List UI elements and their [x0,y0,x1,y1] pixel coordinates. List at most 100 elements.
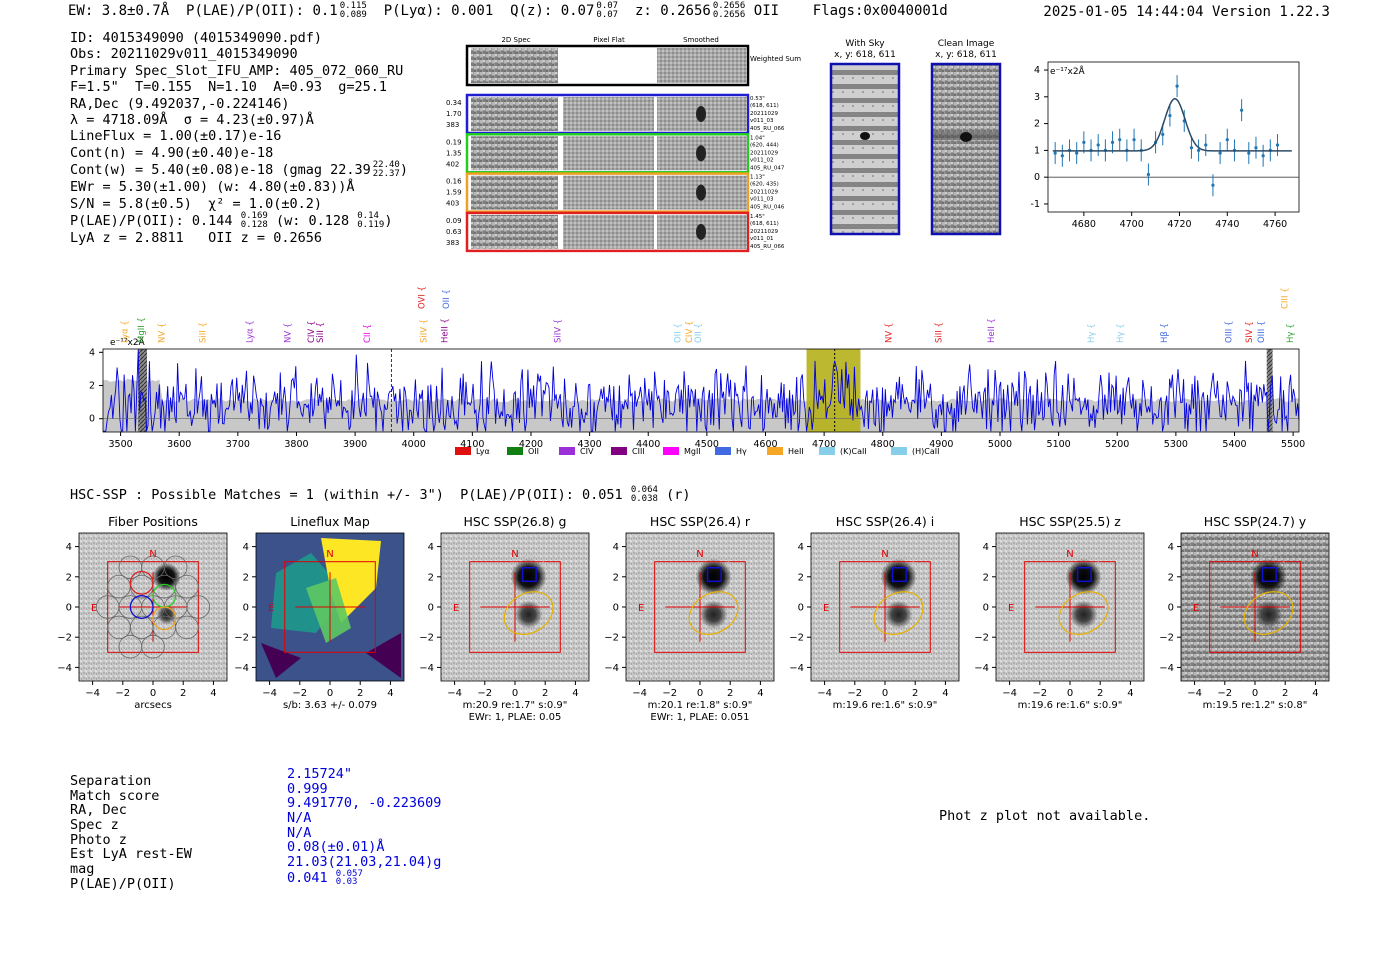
match-ellipse [503,591,554,635]
hsc-panel-title: Fiber Positions [108,514,198,529]
cutout-amp: 405_RU_066 [750,126,785,132]
emission-line-label: SiIV { [553,319,563,343]
zoom-point [1168,113,1172,118]
hsc-filter: (r) [666,487,691,503]
qz-value: Q(z): 0.07 [510,3,595,19]
catalog-box [1261,566,1277,583]
aperture-box [284,561,376,653]
emission-line-label: CIV { [307,321,317,343]
emission-line-label: HeII { [987,318,997,343]
zoom-ytick-label: -1 [1031,199,1040,210]
hsc-caption: m:19.6 re:1.6" s:0.9" [1018,700,1123,711]
cutout-val3: 402 [446,160,459,168]
plae-text: P(LAE)/P(OII): 0.144 [70,213,233,230]
zoom-point [1118,138,1122,142]
emission-line-label: Lyα { [121,320,131,343]
z-line-name: OII [753,3,780,19]
hsc-panel: HSC SSP(26.4) i N E −4 −4 −2 −2 0 0 2 2 4 4 m:19.6 re… [789,514,960,711]
hsc-caption: m:19.5 re:1.2" s:0.8" [1203,700,1308,711]
cutout-sep: 1.04" [750,135,765,141]
hsc-ytick-label: −2 [419,633,434,644]
col-label-2d: 2D Spec [501,36,530,44]
hsc-xtick-label: −4 [817,688,832,699]
version: Version 1.22.3 [1211,4,1330,20]
zoom-xtick-label: 4680 [1072,219,1096,230]
hsc-xtick-label: 2 [912,688,918,699]
plae-upper: 0.115 [339,1,367,11]
hsc-xtick-label: −4 [262,688,277,699]
with-sky-source [860,132,870,140]
hsc-panel-title: HSC SSP(26.4) i [836,514,934,529]
hsc-source-north [510,558,547,595]
zoom-ytick-label: 3 [1034,92,1040,103]
cutout-shot: v011_02 [750,157,774,163]
spectrum-xtick-label: 4700 [812,439,836,450]
east-label: E [1008,603,1014,614]
match-value: N/A [287,824,312,841]
fiber-ring [186,595,211,619]
emission-line-label: CIV { [685,321,695,343]
hsc-xtick-label: 2 [180,688,186,699]
cutout-sep: 1.45" [750,214,765,220]
hsc-cutouts: Fiber Positions N E −4 −4 −2 −2 0 0 2 2 4 4 arcsecs Li… [57,514,1330,723]
hsc-ytick-label: −2 [1159,633,1174,644]
match-ellipse [688,591,739,635]
match-value: 21.03(21.03,21.04)g [287,854,442,871]
hsc-source-south [1069,600,1098,629]
hsc-xtick-label: 4 [210,688,216,699]
cutout-2d-image [471,97,558,131]
north-label: N [881,549,888,560]
hsc-xtick-label: −2 [1032,688,1047,699]
hsc-xtick-label: 4 [387,688,393,699]
hsc-source-south [884,600,913,629]
flags-value: Flags:0x0040001d [812,3,948,19]
match-plae: 0.041 [287,869,328,886]
spectrum-xtick-label: 3900 [343,439,367,450]
hsc-ytick-label: 0 [983,603,989,614]
hsc-caption: m:20.1 re:1.8" s:0.9" [648,700,753,711]
hsc-panel-title: Lineflux Map [290,514,370,529]
north-label: N [511,549,518,560]
north-label: N [1066,549,1073,560]
info-sn: S/N = 5.8(±0.5) χ² = 1.0(±0.2) [70,195,322,212]
emission-line-label: NV { [158,323,168,343]
zoom-line-plot: 4680 4700 4720 4740 4760 -1 0 1 2 3 4 e⁻¹⁷x2Å [1031,61,1300,230]
zoom-point [1132,138,1136,142]
with-sky-title: With Sky [845,39,885,49]
legend-label: CIV [580,447,594,456]
north-label: N [696,549,703,560]
z-upper: 0.2656 [712,1,746,11]
clean-xy: x, y: 618, 611 [935,50,997,60]
match-ellipse [873,591,924,635]
cutout-val1: 0.16 [446,178,462,186]
hsc-xtick-label: −2 [847,688,862,699]
fiber-ring [141,634,165,659]
zoom-ytick-label: 1 [1034,145,1040,156]
info-slot: Primary Spec_Slot_IFU_AMP: 405_072_060_R… [70,62,404,79]
east-label: E [268,603,274,614]
info-contn: Cont(n) = 4.90(±0.40)e-18 [70,144,274,161]
zoom-point [1211,183,1215,187]
cutout-flat-image [563,136,654,171]
zoom-point [1240,108,1244,112]
spectrum-xtick-label: 5500 [1281,439,1305,450]
hsc-source-south [699,600,728,629]
emission-line-label: SiII { [199,322,209,343]
hsc-ytick-label: 4 [1168,542,1174,553]
plae-hi: 0.169 [240,211,268,222]
emission-line-label: OII { [442,289,452,309]
match-values: 2.15724" 0.999 9.491770, -0.223609 N/A N… [287,767,442,887]
hsc-title: HSC-SSP : Possible Matches = 1 (within +… [70,486,690,504]
hsc-caption: arcsecs [134,700,172,711]
hsc-ytick-label: 2 [798,572,804,583]
hsc-source-north [695,558,732,595]
hsc-xtick-label: 0 [697,688,703,699]
hsc-plae-hi: 0.064 [630,485,658,495]
zoom-axes [1047,61,1300,213]
qz-upper: 0.07 [596,1,619,11]
zoom-point [1060,154,1064,158]
cutout-flat-image [563,175,654,210]
spectrum-line [103,349,1300,432]
match-label: Est LyA rest-EW [70,846,192,863]
hsc-xtick-label: −2 [115,688,130,699]
